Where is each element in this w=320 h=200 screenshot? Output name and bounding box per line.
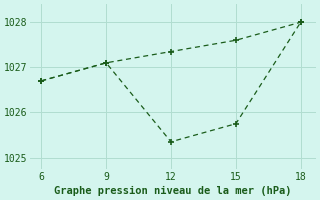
X-axis label: Graphe pression niveau de la mer (hPa): Graphe pression niveau de la mer (hPa) <box>54 186 292 196</box>
